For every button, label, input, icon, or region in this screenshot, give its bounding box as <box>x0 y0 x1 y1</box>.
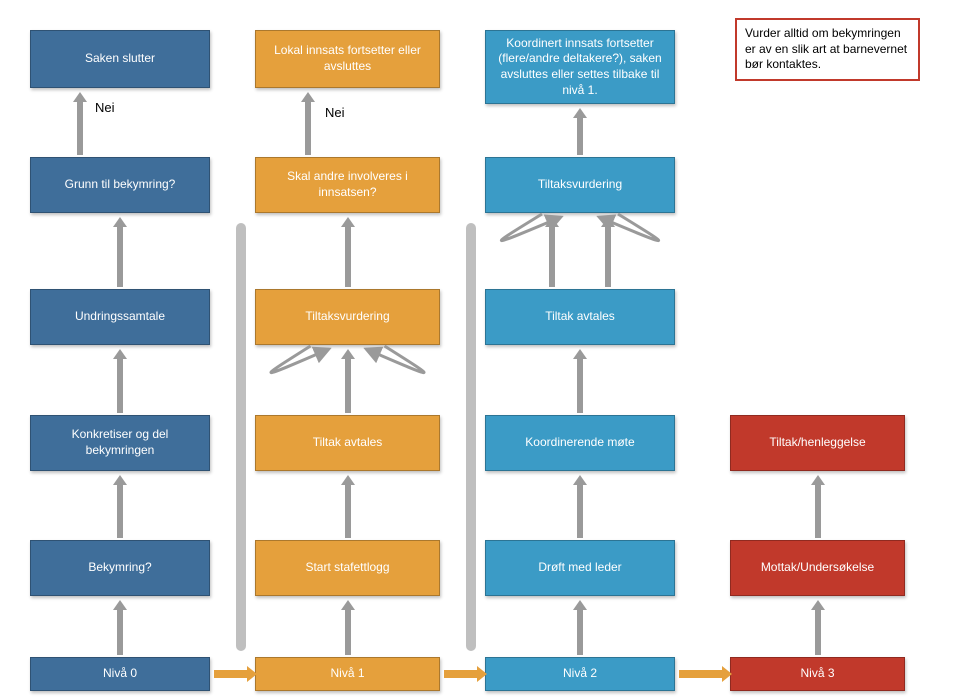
box-tiltaksvurdering-2: Tiltaksvurdering <box>255 289 440 345</box>
box-tiltak-avtales-1: Tiltak avtales <box>485 289 675 345</box>
box-grunn-bekymring: Grunn til bekymring? <box>30 157 210 213</box>
note-barnevernet: Vurder alltid om bekymringen er av en sl… <box>735 18 920 81</box>
box-niva-2: Nivå 2 <box>485 657 675 691</box>
box-mottak-undersokelse: Mottak/Undersøkelse <box>730 540 905 596</box>
box-konkretiser-bekymringen: Konkretiser og del bekymringen <box>30 415 210 471</box>
box-tiltaksvurdering-1: Tiltaksvurdering <box>485 157 675 213</box>
box-skal-andre-involveres: Skal andre involveres i innsatsen? <box>255 157 440 213</box>
box-niva-1: Nivå 1 <box>255 657 440 691</box>
box-start-stafettlogg: Start stafettlogg <box>255 540 440 596</box>
box-koordinert-innsats: Koordinert innsats fortsetter (flere/and… <box>485 30 675 104</box>
note-text: Vurder alltid om bekymringen er av en sl… <box>745 26 907 71</box>
box-undringssamtale: Undringssamtale <box>30 289 210 345</box>
box-tiltak-avtales-2: Tiltak avtales <box>255 415 440 471</box>
box-niva-0: Nivå 0 <box>30 657 210 691</box>
box-koordinerende-mote: Koordinerende møte <box>485 415 675 471</box>
box-tiltak-henleggelse: Tiltak/henleggelse <box>730 415 905 471</box>
box-bekymring: Bekymring? <box>30 540 210 596</box>
label-nei-col0: Nei <box>95 100 115 115</box>
box-niva-3: Nivå 3 <box>730 657 905 691</box>
box-saken-slutter: Saken slutter <box>30 30 210 88</box>
box-droft-med-leder: Drøft med leder <box>485 540 675 596</box>
label-nei-col1: Nei <box>325 105 345 120</box>
box-lokal-innsats: Lokal innsats fortsetter eller avsluttes <box>255 30 440 88</box>
